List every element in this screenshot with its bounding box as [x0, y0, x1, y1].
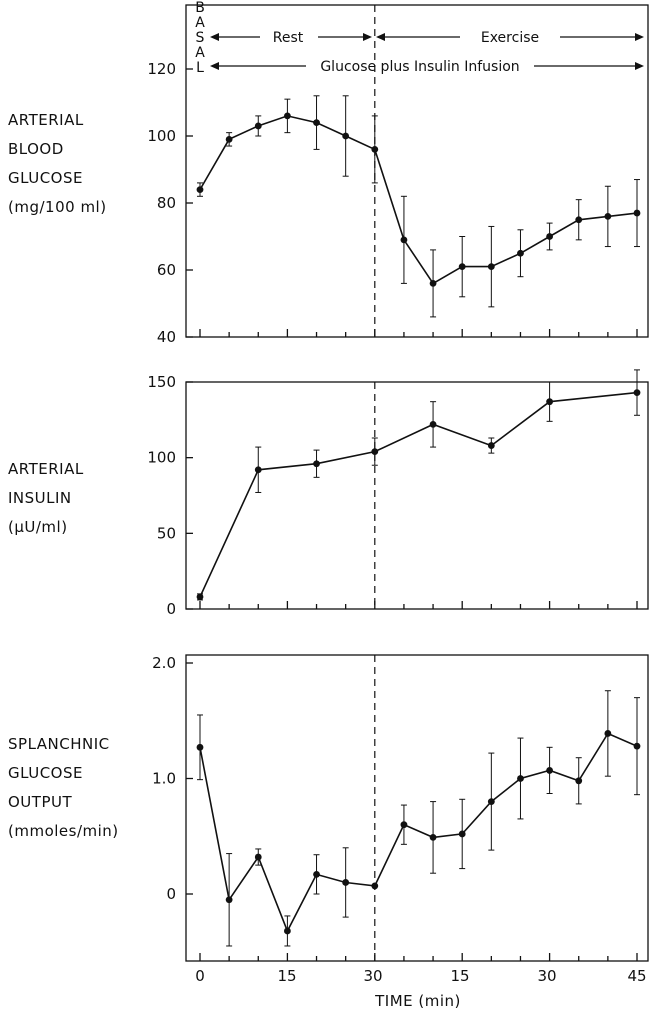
rest-label: Rest	[273, 30, 304, 46]
data-point	[429, 280, 437, 287]
data-point	[225, 896, 233, 904]
series-line	[199, 391, 638, 598]
panel-label-line: ARTERIAL	[8, 460, 84, 478]
data-point	[429, 834, 437, 841]
data-point	[633, 389, 641, 396]
exercise-arrow-right-head	[635, 33, 644, 41]
infusion-arrow-left-head	[210, 62, 219, 70]
panel-label-line: (mmoles/min)	[8, 822, 119, 840]
infusion-arrow-right-head	[635, 62, 644, 70]
y-tick-label: 2.0	[152, 654, 176, 672]
panel-1: 40 60 80 100 120 ARTERIAL BLOOD GLUCOSE (mg/100 …	[8, 4, 649, 346]
y-tick-label: 150	[147, 373, 176, 391]
infusion-label: Glucose plus Insulin Infusion	[320, 59, 519, 75]
x-tick-label-15: 15	[277, 967, 296, 985]
data-point	[517, 249, 524, 257]
data-point	[517, 775, 524, 782]
x-tick-label-30: 30	[363, 967, 382, 985]
panel-2: 0 50 100 150 ARTERIAL INSULIN (µU/ml)	[8, 369, 649, 618]
data-point	[371, 448, 379, 456]
data-point	[254, 853, 262, 861]
data-point	[254, 122, 262, 130]
basal-letter-5: L	[196, 60, 204, 76]
data-point	[487, 798, 495, 805]
basal-letter-2: A	[195, 15, 205, 31]
panel-label-line: OUTPUT	[8, 793, 72, 811]
panel-label-line: SPLANCHNIC	[8, 735, 110, 753]
panel-label-line: (µU/ml)	[8, 518, 68, 536]
data-point	[575, 216, 583, 224]
data-point	[313, 460, 320, 468]
data-point	[196, 593, 204, 601]
data-point	[575, 777, 583, 785]
y-tick-label: 80	[157, 194, 176, 212]
data-point	[458, 830, 466, 838]
x-axis: 0 15 30 15 30 45 TIME (min)	[195, 967, 646, 1010]
rest-arrow-right-head	[363, 33, 372, 41]
y-tick-label: 100	[147, 127, 176, 145]
y-tick-label: 40	[157, 328, 176, 346]
x-tick-label-0: 0	[195, 967, 205, 985]
data-point	[284, 927, 291, 935]
y-tick-label: 60	[157, 261, 176, 279]
y-tick-label: 100	[147, 449, 176, 467]
x-tick-label-45: 45	[627, 967, 646, 985]
data-point	[313, 119, 320, 126]
data-point	[546, 767, 553, 774]
y-tick-label: 1.0	[152, 770, 176, 788]
top-annotations: B A S A L Rest Exercise Glucose plus Ins…	[195, 0, 644, 76]
exercise-label: Exercise	[481, 30, 539, 46]
y-tick-label: 50	[157, 524, 176, 542]
basal-letter-1: B	[195, 0, 205, 16]
data-point	[400, 821, 408, 829]
series-line	[199, 115, 638, 285]
panel-frame	[185, 4, 649, 338]
panel-label-line: (mg/100 ml)	[8, 198, 107, 216]
data-point	[487, 263, 495, 271]
x-tick-label-15b: 15	[450, 967, 469, 985]
basal-letter-3: S	[196, 30, 205, 46]
data-point	[342, 132, 350, 140]
data-point	[400, 236, 408, 244]
data-point	[429, 420, 437, 428]
data-point	[604, 213, 612, 220]
panel-label-line: INSULIN	[8, 489, 72, 507]
data-point	[196, 186, 204, 194]
panel-3: 0 1.0 2.0 SPLANCHNIC GLUCOSE OUTPUT (mmoles/mi…	[8, 654, 649, 962]
y-tick-label: 0	[166, 885, 176, 903]
data-point	[487, 442, 495, 449]
x-axis-label: TIME (min)	[374, 992, 461, 1010]
data-point	[342, 879, 350, 886]
data-point	[371, 146, 379, 153]
panel-label-line: BLOOD	[8, 140, 64, 158]
data-point	[254, 466, 262, 474]
panel-frame	[185, 381, 649, 610]
data-point	[371, 882, 379, 890]
data-point	[546, 398, 553, 406]
y-tick-label: 0	[166, 600, 176, 618]
panel-frame	[185, 654, 649, 962]
series-line	[199, 732, 638, 933]
data-point	[196, 743, 204, 751]
rest-arrow-left-head	[210, 33, 219, 41]
data-point	[284, 112, 291, 120]
panel-label-line: GLUCOSE	[8, 764, 83, 782]
exercise-arrow-left-head	[376, 33, 385, 41]
data-point	[313, 870, 320, 878]
data-point	[546, 233, 553, 240]
basal-letter-4: A	[195, 45, 205, 61]
data-point	[458, 263, 466, 271]
panel-label-line: GLUCOSE	[8, 169, 83, 187]
x-tick-label-30b: 30	[537, 967, 556, 985]
data-point	[633, 209, 641, 217]
data-point	[225, 135, 233, 143]
y-tick-label: 120	[147, 60, 176, 78]
panel-label-line: ARTERIAL	[8, 111, 84, 129]
data-point	[633, 742, 641, 750]
data-point	[604, 730, 612, 737]
